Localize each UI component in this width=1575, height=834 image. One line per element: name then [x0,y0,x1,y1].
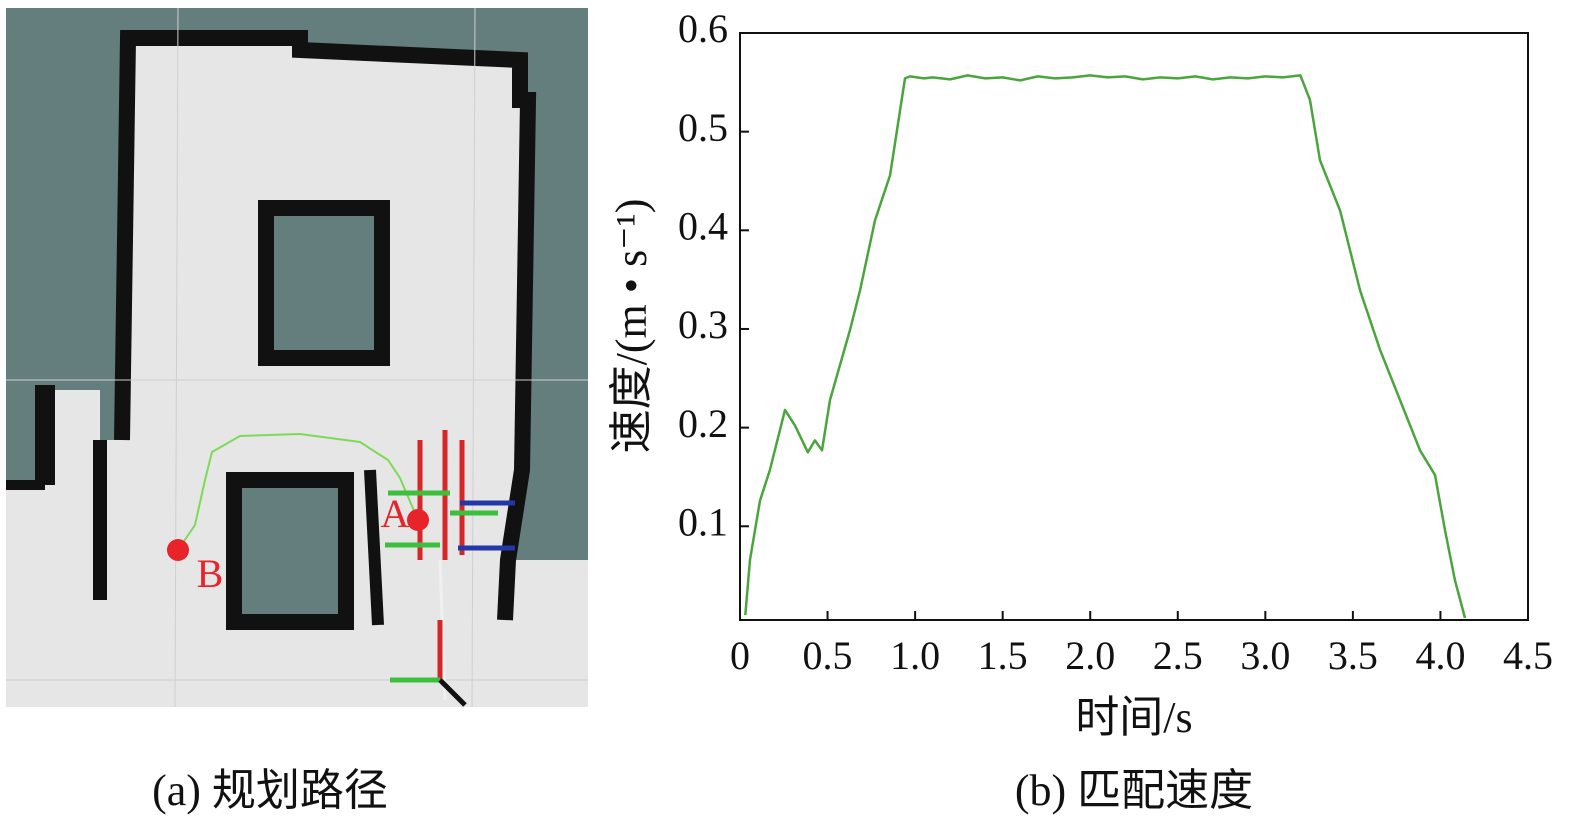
caption: (a) 规划路径 [152,766,388,815]
x-tick-label: 0.5 [803,633,853,678]
y-tick-label: 0.2 [678,401,728,446]
y-tick-label: 0.1 [678,499,728,544]
obstacle [226,472,354,630]
y-tick-label: 0.4 [678,203,728,248]
x-tick-label: 1.0 [890,633,940,678]
x-tick-label: 0 [730,633,750,678]
obstacle [258,200,390,366]
caption: (b) 匹配速度 [1015,766,1253,815]
x-tick-label: 1.5 [978,633,1028,678]
x-axis-label: 时间/s [1075,693,1192,742]
robot-frames [385,430,515,707]
point-b [167,539,189,561]
x-tick-label: 3.0 [1240,633,1290,678]
planned-path [177,432,419,551]
label-b: B [197,551,224,596]
x-tick-label: 2.5 [1153,633,1203,678]
y-axis-label: 速度/(m • s⁻¹) [607,199,656,454]
speed-line [744,74,1467,619]
label-a: A [381,491,410,536]
wall [6,385,55,490]
map: A B (a) 规划路径 [6,7,588,815]
wall [114,30,537,621]
chart: 时间/s 速度/(m • s⁻¹) (b) 匹配速度 0 0.5 1.0 1.5 2.0… [607,6,1553,815]
grid-line [471,7,476,708]
x-tick-label: 4.0 [1415,633,1465,678]
x-tick-label: 2.0 [1065,633,1115,678]
x-tick-label: 3.5 [1328,633,1378,678]
grid-line [174,7,179,708]
y-tick-label: 0.3 [678,302,728,347]
y-tick-label: 0.5 [678,105,728,150]
point-a [407,509,429,531]
wall [364,469,384,626]
y-tick-label: 0.6 [678,6,728,51]
x-tick-label: 4.5 [1503,633,1553,678]
plot-frame [739,32,1529,621]
